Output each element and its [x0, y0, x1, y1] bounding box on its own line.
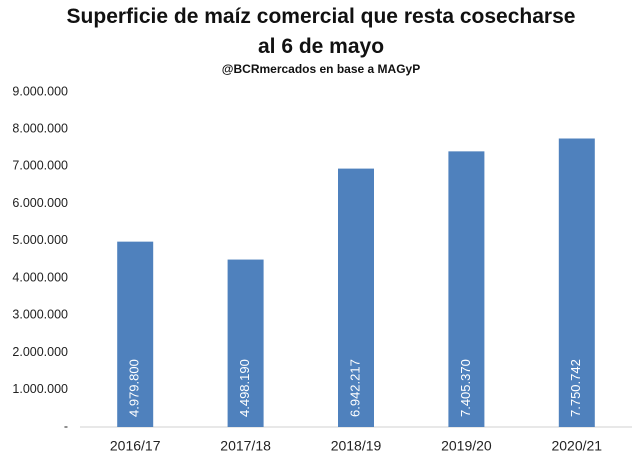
- y-tick-label: 8.000.000: [12, 122, 68, 136]
- bar: [558, 138, 595, 427]
- y-tick-label: 7.000.000: [12, 159, 68, 173]
- bar: [338, 168, 374, 427]
- y-tick-label: -: [64, 419, 68, 433]
- value-label: 4.498.190: [237, 359, 252, 417]
- x-tick-label: 2017/18: [220, 438, 271, 454]
- value-label: 4.979.800: [127, 359, 142, 417]
- bar: [117, 241, 154, 427]
- x-tick-label: 2020/21: [551, 438, 602, 454]
- bar: [448, 151, 485, 428]
- value-label: 6.942.217: [347, 359, 362, 417]
- y-tick-label: 9.000.000: [12, 84, 68, 98]
- y-tick-label: 3.000.000: [12, 308, 68, 322]
- chart-title: Superficie de maíz comercial que resta c…: [66, 5, 576, 58]
- value-label: 7.750.742: [568, 359, 583, 417]
- value-label: 7.405.370: [458, 359, 473, 417]
- y-tick-label: 2.000.000: [12, 345, 68, 359]
- y-tick-label: 6.000.000: [12, 196, 68, 210]
- x-tick-label: 2018/19: [331, 438, 382, 454]
- x-tick-label: 2019/20: [441, 438, 492, 454]
- y-tick-label: 4.000.000: [12, 270, 68, 284]
- x-tick-label: 2016/17: [110, 438, 161, 454]
- y-tick-label: 1.000.000: [12, 382, 68, 396]
- y-tick-label: 5.000.000: [12, 233, 68, 247]
- bar: [227, 259, 264, 427]
- chart-subtitle: @BCRmercados en base a MAGyP: [221, 62, 421, 76]
